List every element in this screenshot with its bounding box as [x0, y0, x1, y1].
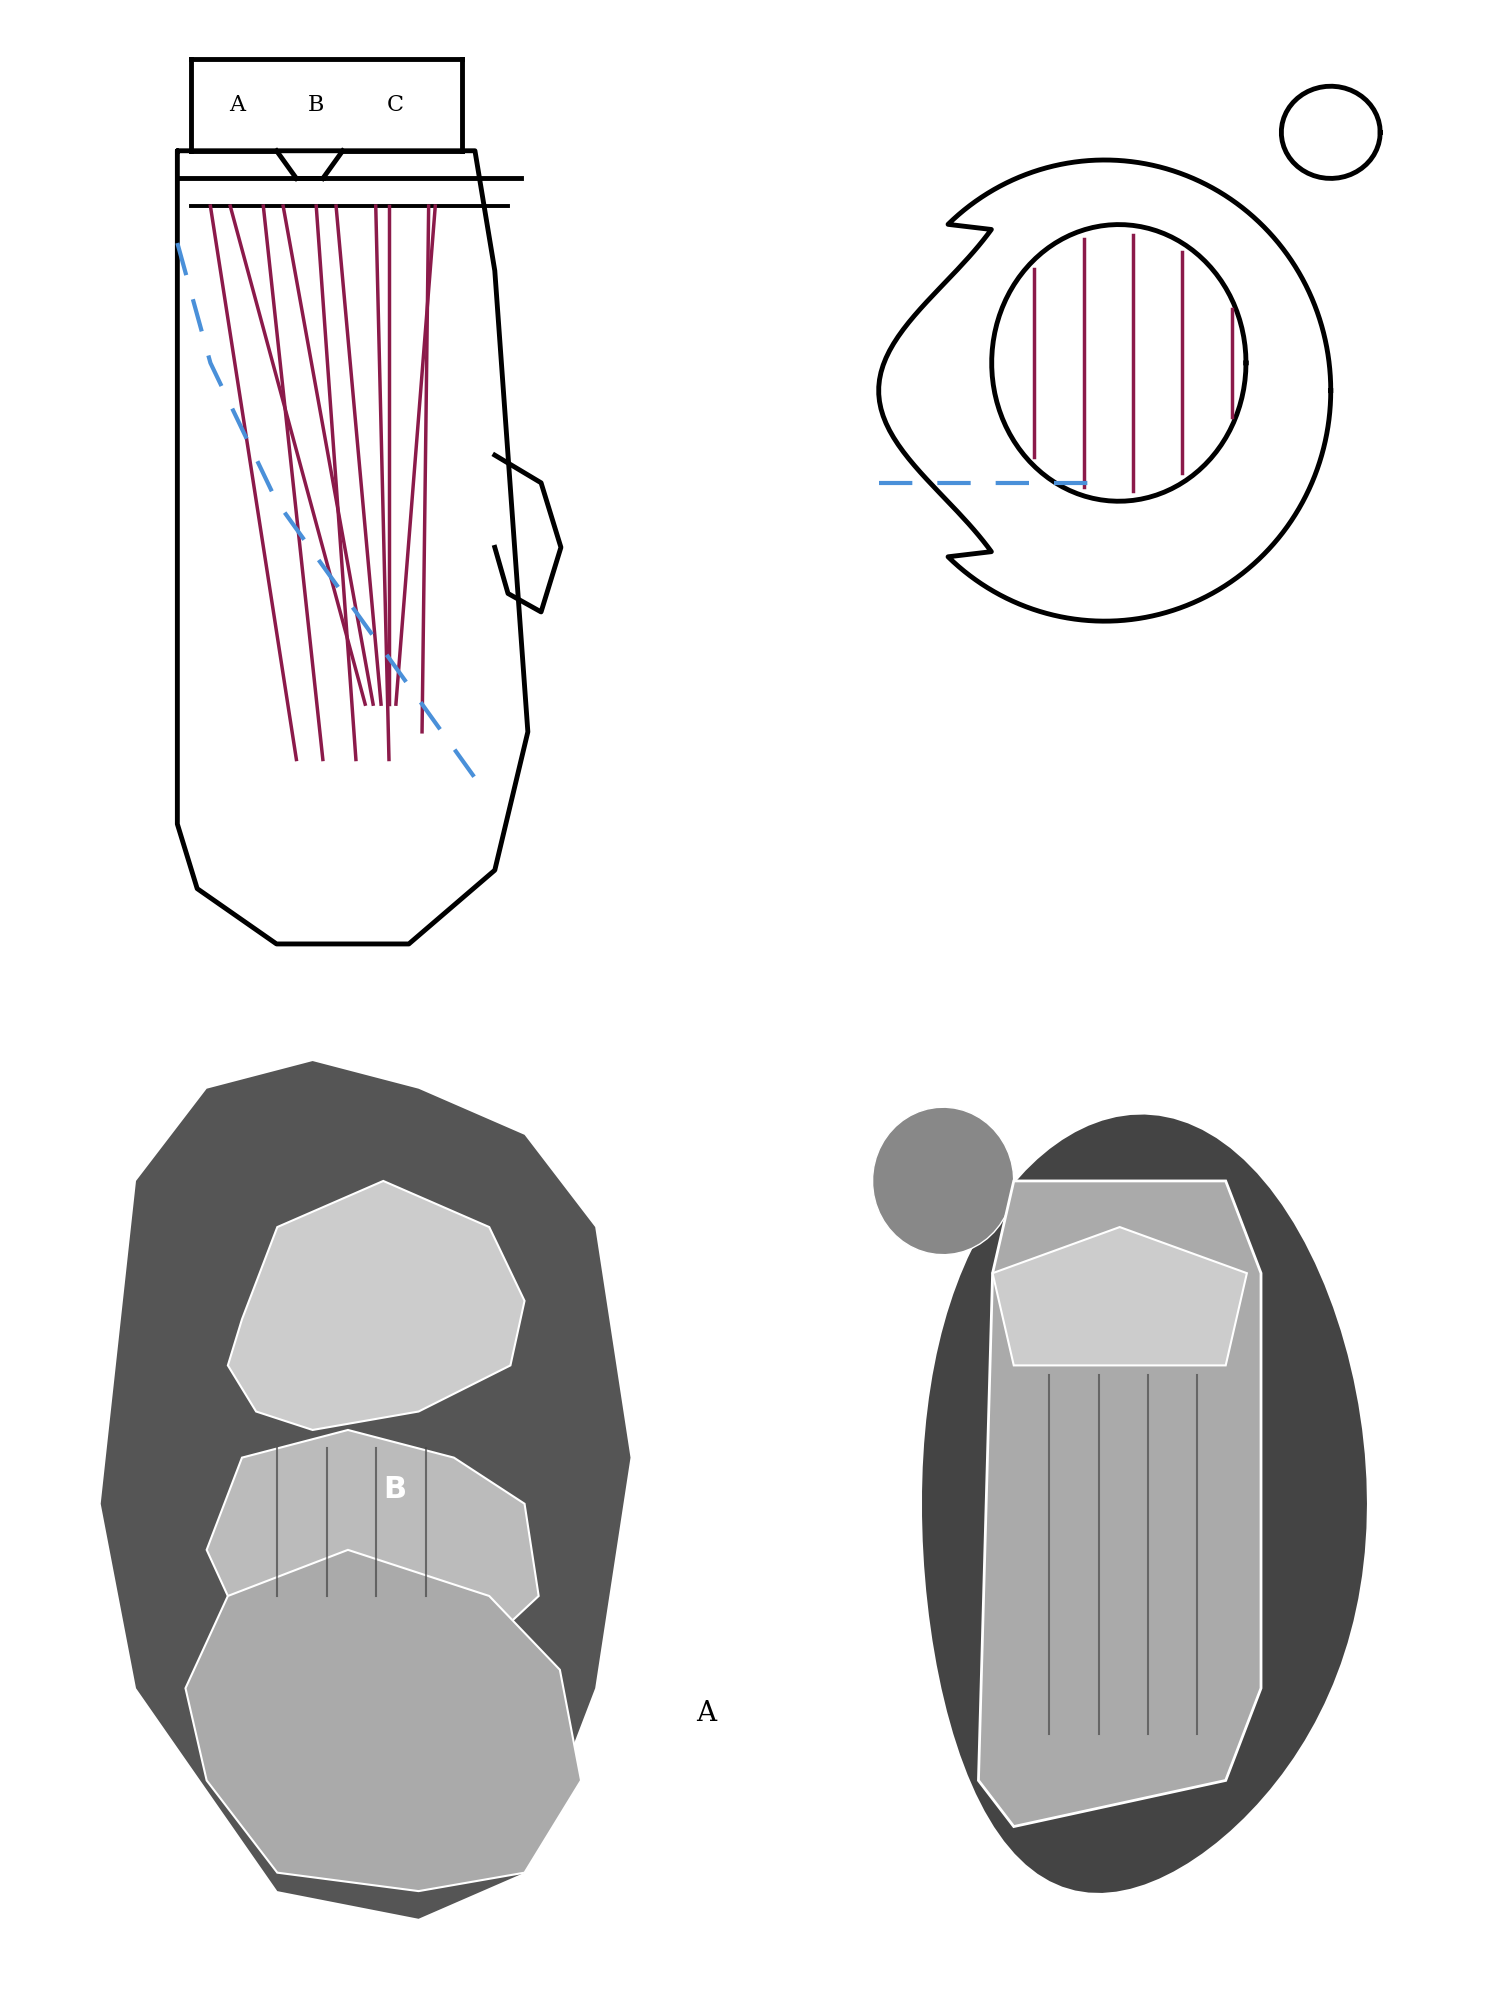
- Polygon shape: [207, 1430, 538, 1670]
- Polygon shape: [921, 1115, 1368, 1893]
- Polygon shape: [992, 1227, 1247, 1365]
- Text: B: B: [308, 94, 325, 116]
- Polygon shape: [101, 1061, 631, 1919]
- Text: A: A: [228, 94, 245, 116]
- Polygon shape: [873, 1107, 1013, 1255]
- Text: C: C: [388, 94, 404, 116]
- Text: A: A: [696, 1700, 717, 1726]
- Polygon shape: [978, 1181, 1261, 1827]
- Polygon shape: [185, 1550, 582, 1891]
- Text: B: B: [383, 1476, 406, 1504]
- Polygon shape: [228, 1181, 525, 1430]
